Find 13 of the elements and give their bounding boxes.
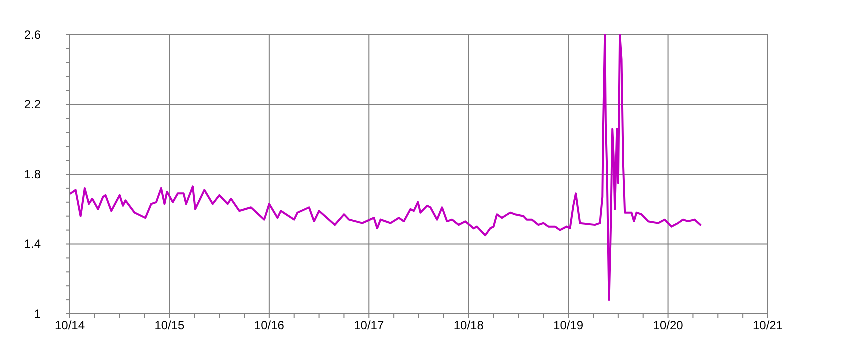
x-tick-label: 10/20 bbox=[653, 318, 684, 333]
y-tick-label: 2.6 bbox=[24, 28, 42, 42]
y-tick-label: 1 bbox=[34, 306, 42, 321]
x-tick-label: 10/14 bbox=[54, 318, 86, 333]
y-tick-label: 1.4 bbox=[24, 237, 42, 252]
x-tick-label: 10/21 bbox=[752, 318, 784, 333]
y-tick-label: 1.8 bbox=[24, 167, 42, 182]
x-tick-label: 10/15 bbox=[154, 318, 186, 333]
x-tick-label: 10/16 bbox=[254, 318, 285, 333]
x-tick-label: 10/17 bbox=[354, 318, 384, 333]
x-tick-label: 10/19 bbox=[554, 318, 584, 333]
x-tick-label: 10/18 bbox=[454, 318, 484, 333]
y-tick-label: 2.2 bbox=[24, 98, 42, 112]
